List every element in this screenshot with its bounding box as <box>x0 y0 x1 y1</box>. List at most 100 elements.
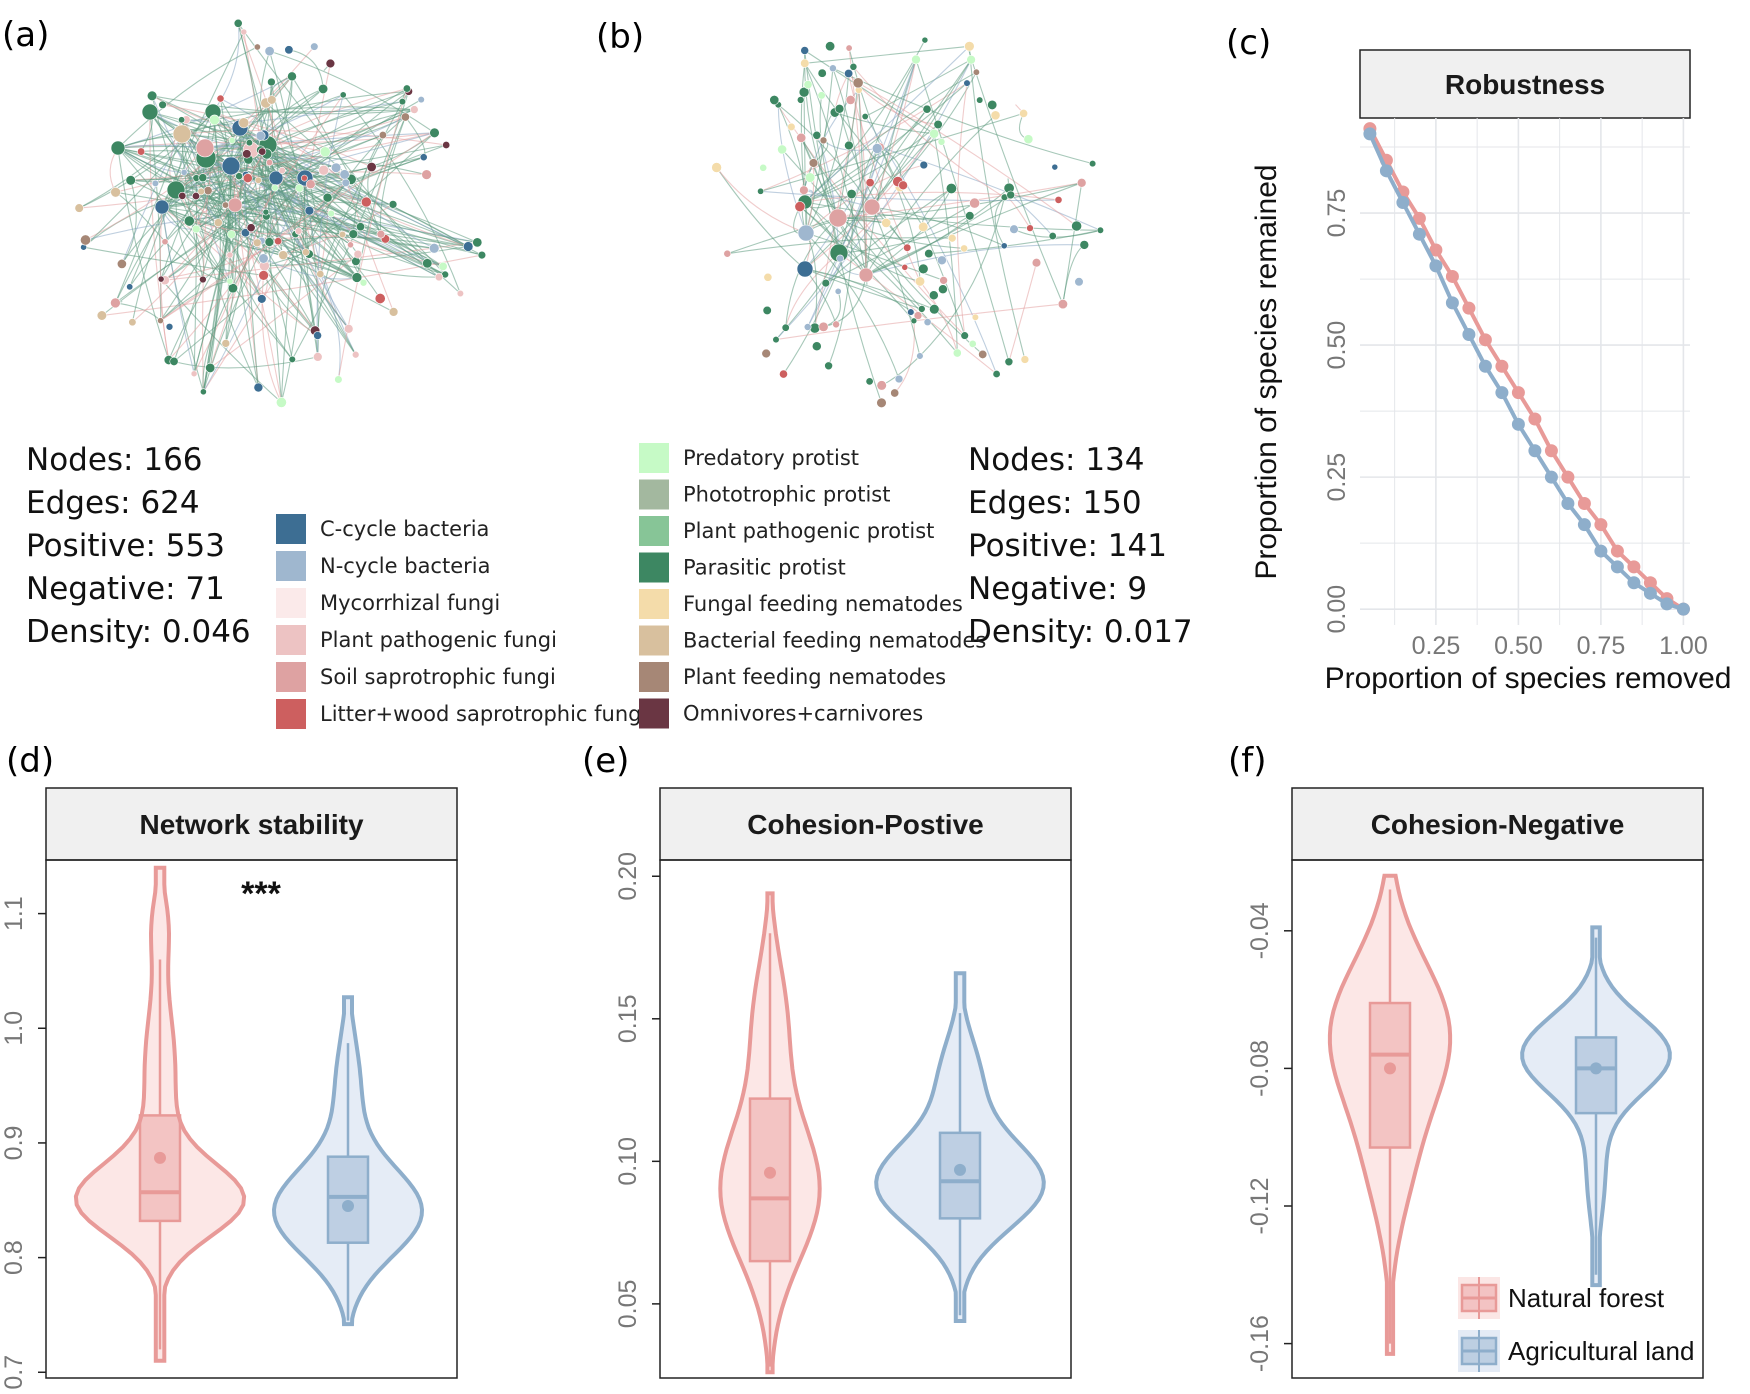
network-node <box>918 305 926 313</box>
network-node <box>203 186 213 196</box>
series-line <box>1368 132 1685 612</box>
network-edge <box>278 236 483 256</box>
network-node <box>388 307 399 317</box>
network-edge <box>716 167 807 234</box>
network-node <box>419 153 428 162</box>
y-tick-label: 0.8 <box>0 1240 28 1275</box>
network-node <box>318 164 330 176</box>
network-node <box>772 336 780 344</box>
chart-title: Cohesion-Postive <box>747 809 983 840</box>
network-node <box>325 58 336 69</box>
network-edge <box>800 137 984 355</box>
network-node <box>1071 220 1083 232</box>
network-node <box>417 95 425 104</box>
y-tick-label: 0.20 <box>614 852 642 901</box>
network-node <box>987 99 998 110</box>
network-edge <box>225 127 242 344</box>
network-edge <box>1062 182 1083 305</box>
network-node <box>803 80 813 90</box>
network-stats-a: Nodes: 166 Edges: 624 Positive: 553 Nega… <box>26 442 251 650</box>
network-edge <box>151 95 415 115</box>
network-edge <box>864 59 972 117</box>
network-edge <box>804 63 901 188</box>
network-node <box>227 283 238 294</box>
x-tick-label: 1.00 <box>1659 632 1708 660</box>
legend-label: Phototrophic protist <box>683 483 890 507</box>
network-node <box>1079 240 1090 250</box>
network-node <box>939 276 948 285</box>
network-node <box>910 317 918 325</box>
network-node <box>146 90 158 101</box>
chart-title: Robustness <box>1445 69 1605 100</box>
series-line <box>1368 127 1685 611</box>
network-node <box>347 241 354 249</box>
network-edge <box>160 99 273 280</box>
x-tick-label: 0.25 <box>1412 632 1461 660</box>
data-point <box>1379 164 1393 178</box>
network-node <box>844 140 854 151</box>
data-point <box>1561 470 1575 484</box>
network-node <box>1006 190 1016 200</box>
data-point <box>1643 576 1657 590</box>
network-node <box>265 158 274 167</box>
network-edge <box>131 189 177 323</box>
network-node <box>157 275 165 283</box>
network-edge <box>865 182 1082 276</box>
strip-header <box>1291 787 1704 861</box>
data-point <box>1544 444 1558 458</box>
network-node <box>275 396 287 408</box>
network-node <box>796 132 807 143</box>
network-node <box>845 44 853 52</box>
network-edge <box>819 95 839 219</box>
network-node <box>472 237 483 248</box>
network-edge <box>317 234 343 336</box>
network-edge <box>805 232 900 380</box>
data-point <box>1511 417 1525 431</box>
network-node <box>360 196 372 208</box>
data-point <box>1577 518 1591 532</box>
network-node <box>819 136 828 145</box>
legend-label: Plant pathogenic fungi <box>320 628 557 652</box>
network-edge <box>919 197 1006 357</box>
network-edge <box>237 23 321 275</box>
y-tick-label: 0.00 <box>1323 585 1351 634</box>
network-node <box>253 382 264 393</box>
network-node <box>796 96 805 104</box>
network-edge <box>834 111 935 135</box>
network-node <box>1031 258 1042 268</box>
legend-label: Plant feeding nematodes <box>683 665 946 689</box>
network-node <box>1026 224 1034 232</box>
network-node <box>928 290 939 301</box>
y-tick-label: -0.08 <box>1246 1040 1274 1097</box>
stat-density-a: Density: 0.046 <box>26 614 251 650</box>
network-node <box>1074 277 1084 287</box>
network-node <box>803 323 812 331</box>
data-point <box>1594 518 1608 532</box>
legend-label: Parasitic protist <box>683 556 846 580</box>
network-node <box>960 331 969 340</box>
violin-natural-forest <box>1327 873 1453 1356</box>
network-edge <box>193 204 236 374</box>
violin-agricultural-land <box>874 971 1046 1323</box>
network-node <box>825 41 836 52</box>
y-tick-label: 0.05 <box>614 1280 642 1329</box>
network-node <box>976 96 984 104</box>
legend-swatch <box>276 514 306 544</box>
network-edge <box>837 182 1082 219</box>
network-node <box>74 203 84 213</box>
network-node <box>422 258 433 269</box>
data-point <box>1478 359 1492 373</box>
violin-agricultural-land <box>1520 925 1672 1288</box>
network-node <box>398 97 407 106</box>
data-point <box>1594 544 1608 558</box>
network-graph-b <box>711 36 1104 408</box>
data-point <box>1412 227 1426 241</box>
network-node <box>921 36 929 44</box>
network-edge <box>777 104 807 234</box>
network-node <box>284 45 294 55</box>
network-edge <box>161 206 358 279</box>
network-edge <box>257 179 350 330</box>
network-node <box>228 136 236 144</box>
legend-label: N-cycle bacteria <box>320 554 490 578</box>
